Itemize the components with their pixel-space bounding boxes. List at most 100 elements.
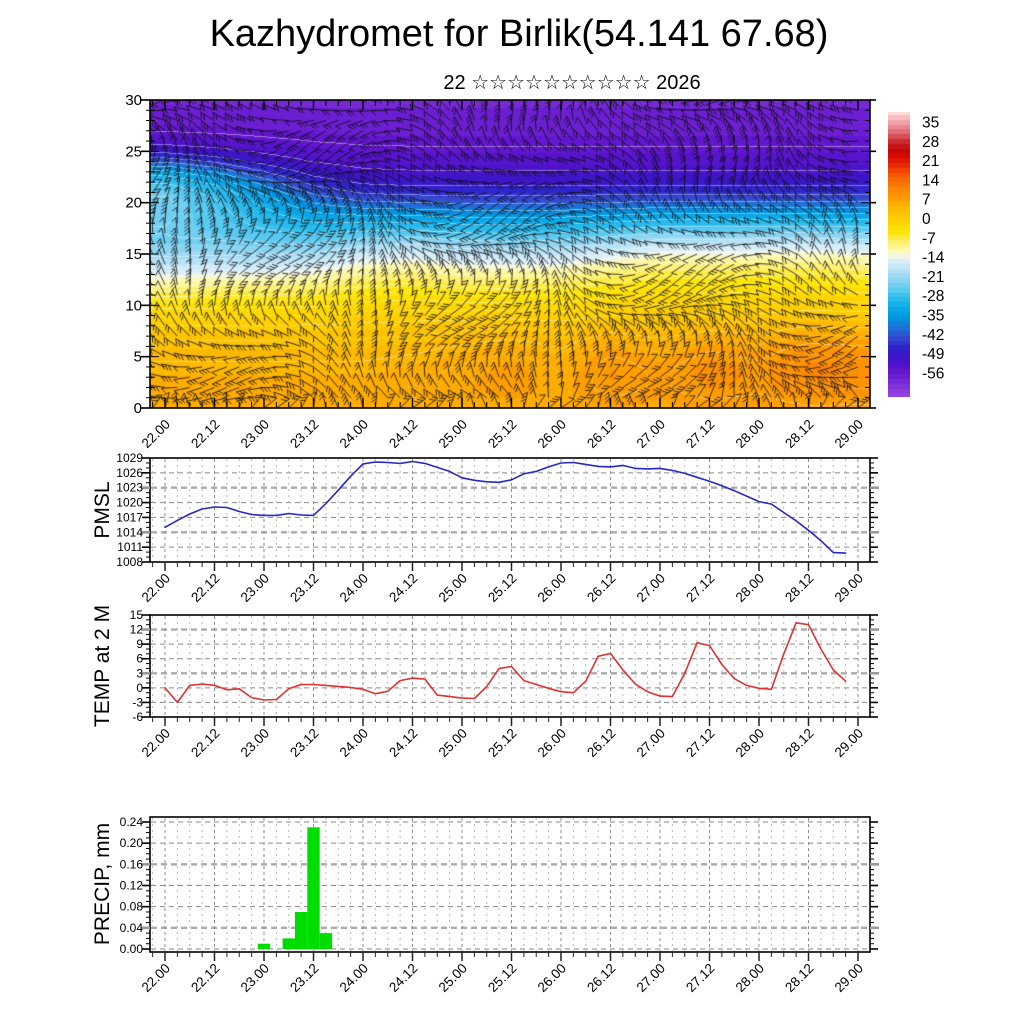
- x-axis-label: 27.12: [683, 726, 718, 761]
- x-axis-label: 25.12: [485, 726, 520, 761]
- x-axis-label: 22.12: [188, 571, 223, 606]
- y-axis-label: 0: [136, 681, 143, 695]
- precip-bar: [294, 912, 308, 949]
- height-axis-label: 25: [125, 143, 142, 160]
- x-axis-label: 27.00: [634, 571, 669, 606]
- x-axis-label: 22.00: [139, 961, 174, 996]
- x-axis-label: 25.12: [485, 961, 520, 996]
- height-axis-label: 10: [125, 297, 142, 314]
- x-axis-label: 26.12: [584, 726, 619, 761]
- y-axis-label: 1017: [116, 510, 143, 524]
- x-axis-label: 26.00: [535, 961, 570, 996]
- colorbar-tick-label: 0: [922, 211, 931, 228]
- colorbar-tick-label: 28: [922, 134, 939, 151]
- x-axis-label: 23.12: [287, 571, 322, 606]
- y-axis-label: 12: [130, 623, 144, 637]
- y-axis-label: 0.12: [120, 879, 144, 893]
- x-axis-label: 25.00: [436, 571, 471, 606]
- x-axis-label: 23.12: [287, 961, 322, 996]
- precip-bar: [319, 933, 333, 949]
- colorbar-tick-label: -49: [922, 346, 944, 363]
- x-axis-label: 24.12: [386, 961, 421, 996]
- x-axis-label: 28.12: [782, 961, 817, 996]
- x-axis-label: 28.00: [733, 961, 768, 996]
- colorbar-tick-label: -21: [922, 269, 944, 286]
- colorbar-tick-label: -56: [922, 365, 944, 382]
- x-axis-label: 28.00: [733, 726, 768, 761]
- x-axis-label: 24.00: [337, 571, 372, 606]
- colorbar-tick-label: -14: [922, 250, 945, 267]
- colorbar-tick-label: 21: [922, 153, 939, 170]
- colorbar-canvas: [888, 112, 910, 397]
- x-axis-label: 25.12: [485, 571, 520, 606]
- page-title: Kazhydromet for Birlik(54.141 67.68): [209, 13, 829, 55]
- panel-frame: [149, 816, 871, 953]
- x-axis-label: 27.12: [683, 961, 718, 996]
- x-axis-label: 23.12: [287, 417, 322, 452]
- precip-bar: [282, 938, 295, 949]
- x-axis-label: 24.12: [386, 571, 421, 606]
- x-axis-label: 27.12: [683, 417, 718, 452]
- y-axis-label: 0.24: [120, 815, 144, 829]
- x-axis-label: 26.00: [535, 726, 570, 761]
- x-axis-label: 28.12: [782, 571, 817, 606]
- x-axis-label: 24.12: [386, 726, 421, 761]
- x-axis-label: 22.12: [188, 417, 223, 452]
- x-axis-label: 27.00: [634, 417, 669, 452]
- y-axis-label: 15: [130, 608, 144, 622]
- x-axis-label: 25.00: [436, 961, 471, 996]
- x-axis-label: 27.12: [683, 571, 718, 606]
- x-axis-label: 28.00: [733, 571, 768, 606]
- panel-frame: [149, 99, 871, 409]
- pmsl-curve: [164, 460, 847, 554]
- colorbar-tick-label: -28: [922, 288, 944, 305]
- x-axis-label: 23.00: [238, 571, 273, 606]
- x-axis-label: 23.00: [238, 726, 273, 761]
- x-axis-label: 25.00: [436, 417, 471, 452]
- y-axis-label: 1014: [116, 525, 143, 539]
- height-axis-label: 0: [134, 400, 142, 417]
- y-axis-label: 1011: [117, 540, 143, 554]
- temp-curve: [164, 621, 847, 704]
- colorbar-labels: 35 28 21 14 7 0 -7 -14 -21 -28 -35 -42 -49 -56: [922, 115, 945, 383]
- height-axis-label: 30: [125, 92, 142, 109]
- x-axis-label: 27.00: [634, 961, 669, 996]
- x-axis-label: 24.12: [386, 417, 421, 452]
- precip-bar: [257, 943, 271, 949]
- colorbar-tick-label: -7: [922, 230, 936, 247]
- y-axis-label: 3: [136, 666, 143, 680]
- colorbar-tick-label: 35: [922, 115, 939, 132]
- valid-date-subtitle: 22 ☆☆☆☆☆☆☆☆☆☆ 2026: [443, 72, 701, 94]
- x-axis-label: 24.00: [337, 726, 372, 761]
- x-axis-label: 22.12: [188, 961, 223, 996]
- x-axis-label: 29.00: [832, 417, 867, 452]
- y-axis-label: 6: [136, 652, 143, 666]
- x-axis-label: 28.00: [733, 417, 768, 452]
- colorbar-tick-label: 14: [922, 172, 940, 189]
- y-axis-label: 0.08: [120, 900, 144, 914]
- height-axis-label: 20: [125, 195, 142, 212]
- panel-frame: [149, 457, 871, 563]
- colorbar-tick-label: -42: [922, 327, 944, 344]
- x-axis-label: 28.12: [782, 417, 817, 452]
- x-axis-label: 22.00: [139, 571, 174, 606]
- cross-section-canvas: [150, 100, 870, 408]
- x-axis-label: 26.12: [584, 417, 619, 452]
- y-axis-label: 1020: [116, 496, 143, 510]
- x-axis-label: 29.00: [832, 961, 867, 996]
- x-axis-label: 25.12: [485, 417, 520, 452]
- y-axis-label: 1008: [116, 555, 143, 569]
- x-axis-label: 22.00: [139, 417, 174, 452]
- x-axis-label: 22.12: [188, 726, 223, 761]
- x-axis-label: 26.12: [584, 961, 619, 996]
- x-axis-label: 26.12: [584, 571, 619, 606]
- panel-frame: [149, 614, 871, 718]
- x-axis-label: 22.00: [139, 726, 174, 761]
- x-axis-label: 29.00: [832, 726, 867, 761]
- colorbar-tick-label: -35: [922, 308, 944, 325]
- x-axis-label: 27.00: [634, 726, 669, 761]
- y-axis-label: -6: [132, 710, 143, 724]
